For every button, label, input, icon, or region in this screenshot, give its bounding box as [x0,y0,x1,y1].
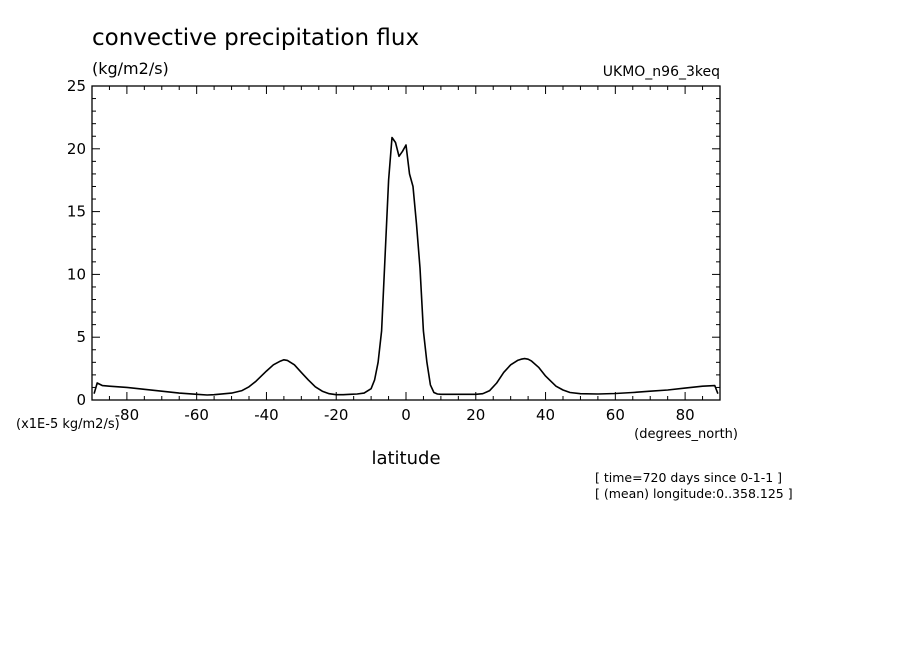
x-tick-label: 40 [536,406,555,424]
source-label: UKMO_n96_3keq [603,64,720,80]
time-note: [ time=720 days since 0-1-1 ] [595,470,782,485]
x-axis-label: latitude [371,448,440,469]
plot-area: 0 5 10 15 20 25 -80 -60 -40 -20 0 20 40 60 80 [67,77,721,424]
chart-title: convective precipitation flux [92,25,419,51]
x-units-label: (degrees_north) [634,427,738,442]
series-line [93,136,719,396]
x-tick-label: 60 [606,406,625,424]
longitude-note: [ (mean) longitude:0..358.125 ] [595,486,793,501]
x-tick-label: -40 [254,406,279,424]
y-tick-label: 5 [76,328,86,346]
series-lines [93,136,719,396]
x-tick-label: -80 [115,406,140,424]
y-tick-labels: 0 5 10 15 20 25 [67,77,86,409]
scale-label: (x1E-5 kg/m2/s) [16,417,120,432]
units-label: (kg/m2/s) [92,59,169,78]
y-tick-label: 25 [67,77,86,95]
x-tick-label: 20 [466,406,485,424]
y-tick-label: 15 [67,203,86,221]
x-tick-label: -20 [324,406,349,424]
x-tick-labels: -80 -60 -40 -20 0 20 40 60 80 [115,406,695,424]
ticks [91,85,721,401]
x-tick-label: 0 [401,406,411,424]
y-tick-label: 0 [76,391,86,409]
plot-frame [91,85,721,401]
x-tick-label: -60 [184,406,209,424]
y-tick-label: 10 [67,265,86,283]
x-tick-label: 80 [676,406,695,424]
y-tick-label: 20 [67,140,86,158]
